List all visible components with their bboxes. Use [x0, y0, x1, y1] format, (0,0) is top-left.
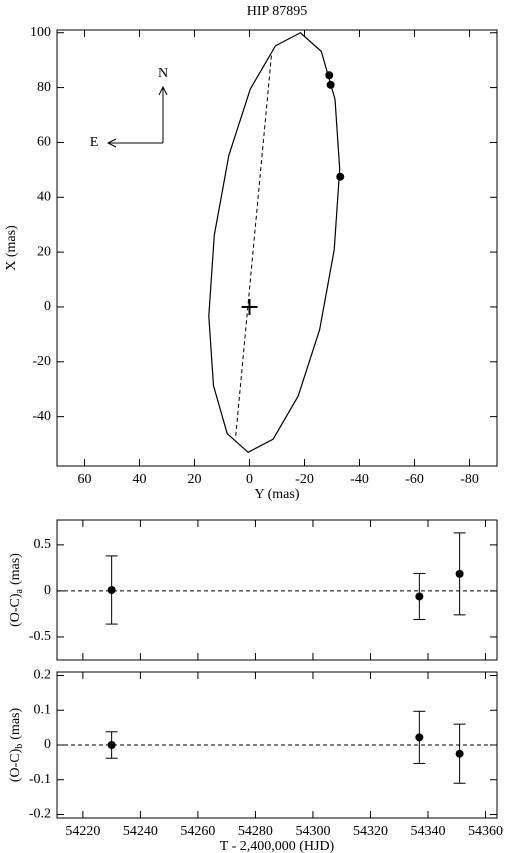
compass-label: E: [90, 135, 99, 150]
y-tick-label: 100: [30, 25, 51, 40]
x-tick-label: -40: [350, 472, 369, 487]
y-tick-label: -0.1: [29, 772, 51, 787]
plot-frame: [56, 519, 498, 661]
x-tick-label: 54240: [123, 824, 158, 839]
arrow-head: [158, 85, 168, 96]
y-tick-label: 0.2: [34, 668, 52, 683]
plot-frame: [56, 29, 498, 467]
y-label-main: (O-C): [8, 748, 23, 782]
x-tick-label: 54280: [238, 824, 273, 839]
y-axis-label: (O-C)a (mas): [8, 553, 25, 627]
y-label-subscript: a: [14, 588, 25, 593]
y-tick-label: -20: [32, 354, 51, 369]
y-tick-label: 20: [37, 244, 51, 259]
y-tick-label: 0: [44, 737, 51, 752]
chart-title: HIP 87895: [247, 4, 308, 19]
y-tick-label: -40: [32, 409, 51, 424]
y-label-unit: (mas): [8, 553, 23, 585]
x-tick-label: 54300: [295, 824, 330, 839]
data-point: [455, 569, 464, 578]
observation-point: [326, 80, 335, 89]
x-tick-label: 54220: [65, 824, 100, 839]
y-label-unit: (mas): [8, 708, 23, 740]
y-label-subscript: b: [14, 744, 25, 749]
y-tick-label: 60: [37, 135, 51, 150]
x-tick-label: 60: [78, 472, 92, 487]
y-tick-label: 0: [44, 583, 51, 598]
y-tick-label: 0: [44, 299, 51, 314]
y-tick-label: 80: [37, 80, 51, 95]
arrow-head: [106, 138, 117, 148]
compass: N E: [90, 66, 168, 150]
y-axis-label: (O-C)b (mas): [8, 708, 25, 783]
x-tick-label: 54320: [353, 824, 388, 839]
y-label-main: X (mas): [4, 225, 19, 271]
data-point: [415, 733, 424, 742]
y-tick-label: -0.2: [29, 807, 51, 822]
x-tick-label: 54360: [468, 824, 503, 839]
x-tick-label: -60: [405, 472, 424, 487]
x-axis-label: T - 2,400,000 (HJD): [220, 839, 335, 853]
y-tick-label: -0.5: [29, 629, 51, 644]
x-tick-label: -80: [460, 472, 479, 487]
observation-point: [336, 172, 345, 181]
x-tick-label: 20: [188, 472, 202, 487]
y-tick-label: 0.1: [34, 702, 52, 717]
data-point: [455, 749, 464, 758]
x-axis-label: Y (mas): [255, 487, 300, 502]
y-tick-label: 0.5: [34, 537, 52, 552]
y-label-main: (O-C): [8, 593, 23, 627]
x-tick-label: 0: [246, 472, 253, 487]
x-tick-label: -20: [295, 472, 314, 487]
orbit-ellipse: [208, 32, 341, 454]
y-axis-label: X (mas): [4, 225, 19, 271]
line-of-nodes: [235, 54, 272, 436]
x-tick-label: 40: [133, 472, 147, 487]
y-tick-label: 40: [37, 189, 51, 204]
data-point: [107, 741, 116, 749]
observation-point: [325, 71, 334, 80]
x-tick-label: 54260: [180, 824, 215, 839]
compass-label: N: [158, 66, 168, 81]
data-point: [107, 586, 116, 594]
data-point: [415, 592, 424, 601]
x-tick-label: 54340: [410, 824, 445, 839]
